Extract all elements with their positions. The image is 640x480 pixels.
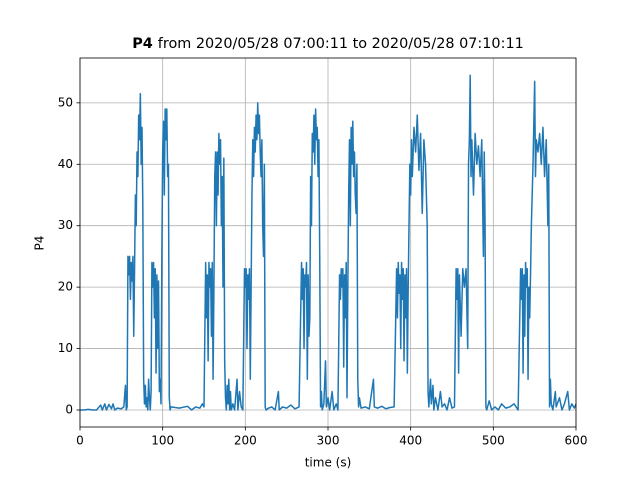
ticks: 0 100 200 300 400 500 600 0 10 20 30 40 50 bbox=[58, 95, 588, 447]
y-tick-label: 30 bbox=[58, 218, 73, 232]
y-tick-label: 0 bbox=[65, 402, 73, 416]
x-tick-label: 400 bbox=[399, 434, 422, 448]
chart-title: P4 from 2020/05/28 07:00:11 to 2020/05/28… bbox=[132, 36, 524, 52]
y-tick-label: 50 bbox=[58, 95, 73, 109]
x-axis-label: time (s) bbox=[305, 456, 352, 470]
x-tick-label: 200 bbox=[234, 434, 257, 448]
x-tick-label: 500 bbox=[482, 434, 505, 448]
x-tick-label: 100 bbox=[151, 434, 174, 448]
y-tick-label: 10 bbox=[58, 341, 73, 355]
x-tick-label: 300 bbox=[317, 434, 340, 448]
x-tick-label: 600 bbox=[565, 434, 588, 448]
y-tick-label: 40 bbox=[58, 157, 73, 171]
y-tick-label: 20 bbox=[58, 280, 73, 294]
plot-area bbox=[80, 74, 577, 411]
x-tick-label: 0 bbox=[76, 434, 84, 448]
y-axis-label: P4 bbox=[33, 236, 47, 251]
data-line bbox=[80, 74, 577, 411]
title-bold: P4 bbox=[132, 36, 153, 52]
title-rest: from 2020/05/28 07:00:11 to 2020/05/28 0… bbox=[158, 36, 524, 52]
